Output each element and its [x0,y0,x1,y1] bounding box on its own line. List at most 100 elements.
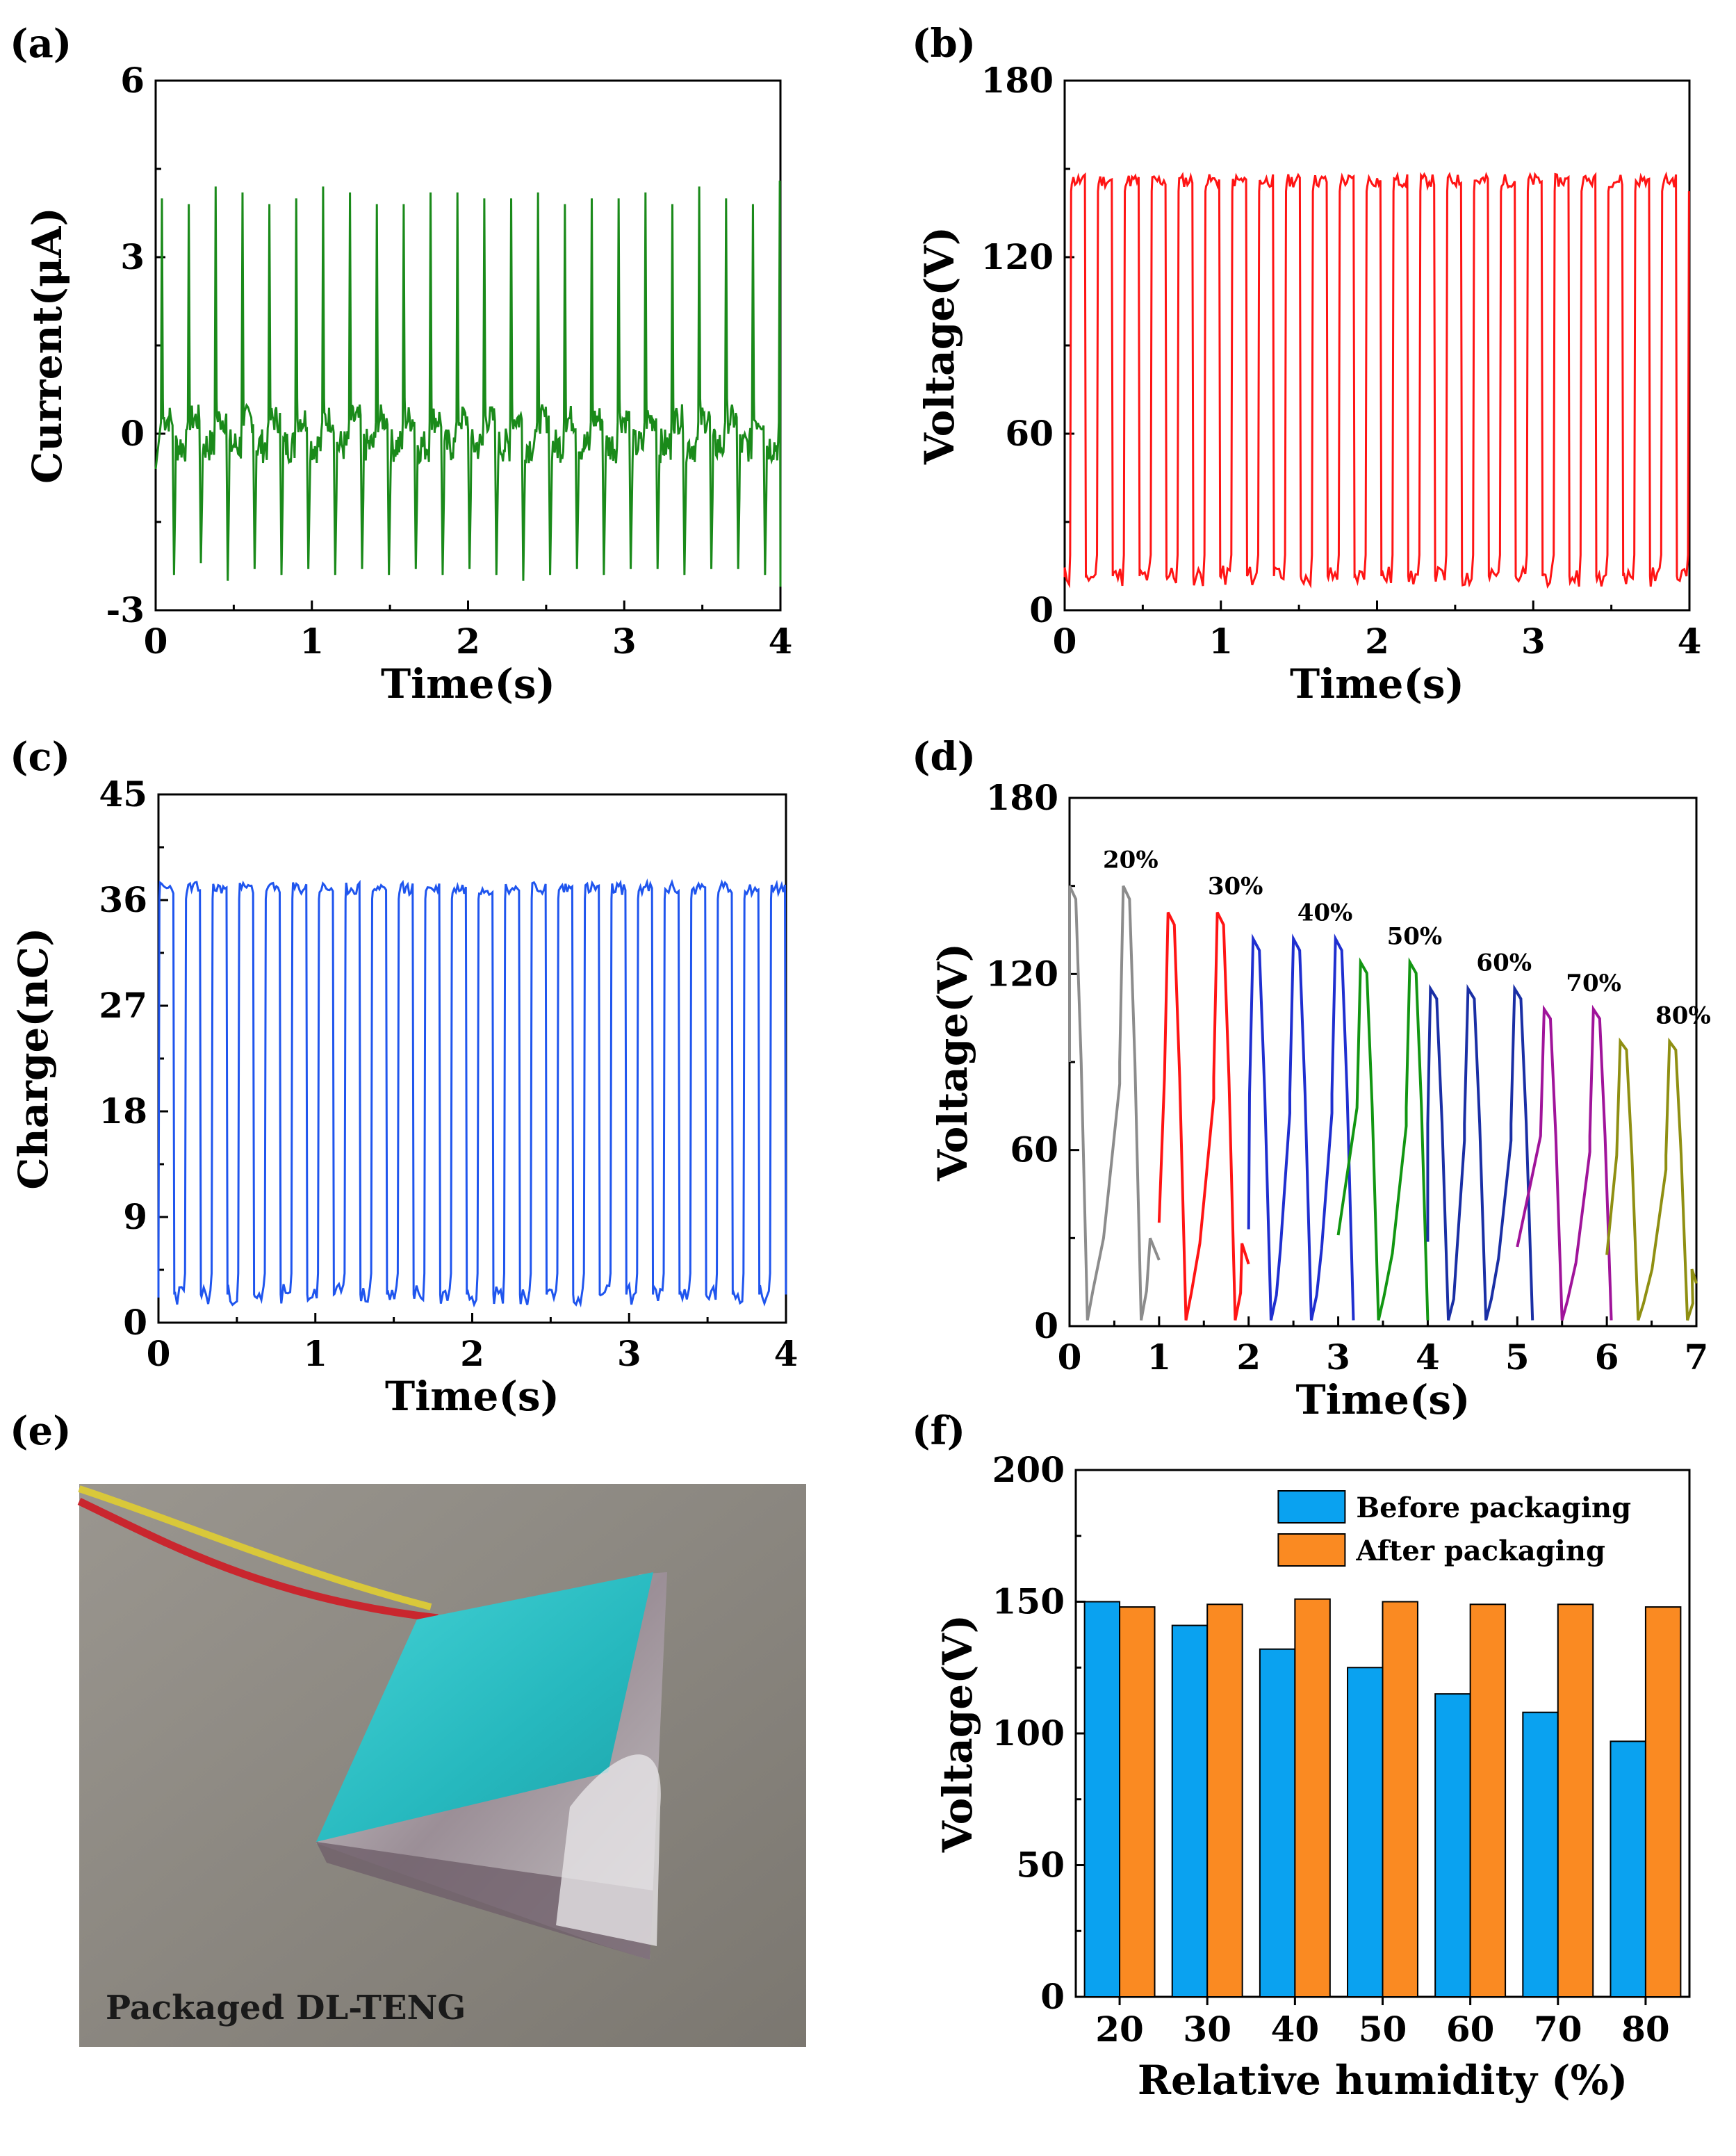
legend-label: After packaging [1355,1535,1605,1567]
device-bottom-icon [316,1842,653,1960]
x-tick-label: 2 [456,621,480,662]
x-tick-label: 3 [617,1333,641,1374]
bar-before-packaging [1083,1601,1121,1998]
y-tick-label: 180 [981,60,1054,101]
humidity-label: 80% [1655,1002,1711,1029]
x-tick-label: 4 [774,1333,799,1374]
bar-after-packaging [1206,1603,1243,1998]
humidity-label: 20% [1103,847,1158,874]
humidity-trace [1605,1037,1698,1321]
x-tick-label: 0 [1053,621,1077,662]
y-axis-label: Voltage(V) [934,1615,981,1853]
panel-label-d: (d) [912,734,976,780]
x-tick-label: 0 [1058,1337,1082,1378]
humidity-label: 40% [1297,899,1353,927]
y-axis-label: Voltage(V) [929,943,976,1182]
bar-after-packaging [1294,1598,1331,1998]
y-tick-label: 0 [123,1302,147,1343]
x-axis-label: Relative humidity (%) [1138,2057,1628,2104]
humidity-label: 30% [1208,873,1263,901]
y-tick-label: 0 [1029,589,1054,630]
x-tick-label: 50 [1359,2009,1407,2050]
x-tick-label: 1 [300,621,324,662]
bar-before-packaging [1434,1693,1471,1998]
bar-after-packaging [1119,1606,1156,1998]
x-tick-label: 7 [1685,1337,1709,1378]
bar-before-packaging [1610,1740,1646,1998]
y-tick-label: 0 [1034,1305,1058,1346]
bar-after-packaging [1644,1606,1682,1998]
bar-after-packaging [1469,1603,1507,1998]
x-axis-label: Time(s) [1295,1376,1470,1423]
x-tick-label: 5 [1505,1337,1530,1378]
plot-frame [154,79,782,612]
y-tick-label: 120 [986,953,1058,994]
y-tick-label: 27 [99,985,147,1026]
y-tick-label: 50 [1016,1845,1065,1886]
wire-red-icon [77,1498,439,1622]
x-axis-label: Time(s) [385,1373,559,1420]
humidity-trace [1426,983,1534,1321]
panel-label-c: (c) [10,734,70,780]
humidity-trace [1247,933,1355,1321]
x-tick-label: 4 [1416,1337,1440,1378]
x-tick-label: 60 [1446,2009,1495,2050]
y-axis-label: Current(μA) [24,207,71,484]
humidity-trace [1068,885,1161,1321]
humidity-label: 50% [1387,922,1443,950]
x-tick-label: 1 [1209,621,1233,662]
y-tick-label: 18 [99,1091,147,1132]
y-tick-label: 100 [992,1713,1065,1754]
device-top-icon [316,1572,653,1842]
current-trace [154,180,782,587]
x-tick-label: 70 [1534,2009,1582,2050]
x-tick-label: 4 [769,621,793,662]
legend-label: Before packaging [1356,1492,1631,1524]
bar-before-packaging [1522,1711,1559,1998]
x-tick-label: 1 [1147,1337,1171,1378]
x-tick-label: 80 [1621,2009,1670,2050]
humidity-label: 60% [1476,949,1532,977]
chart-b: 0 1 2 3 4 0 60 120 180 Time(s) Voltage(V) [916,60,1701,708]
x-tick-label: 3 [1521,621,1546,662]
x-tick-label: 0 [147,1333,171,1374]
x-tick-label: 3 [612,621,637,662]
bar-after-packaging [1382,1601,1418,1998]
humidity-trace [1336,957,1430,1321]
bar-before-packaging [1259,1648,1296,1998]
y-tick-label: 45 [99,774,147,815]
x-tick-label: 1 [303,1333,327,1374]
y-tick-label: 9 [123,1196,147,1237]
x-tick-label: 40 [1271,2009,1320,2050]
y-tick-label: 120 [981,236,1054,277]
y-tick-label: 0 [120,413,145,454]
x-axis-label: Time(s) [1290,660,1464,708]
y-tick-label: 200 [992,1449,1065,1490]
x-tick-label: 2 [460,1333,484,1374]
y-tick-label: -3 [106,589,145,630]
voltage-trace [1063,171,1690,589]
y-tick-label: 3 [120,236,145,277]
chart-d: 0 1 2 3 4 5 6 7 0 60 120 180 Time(s) Voltage(V) 20% 30%… [929,777,1711,1423]
legend-swatch [1277,1490,1346,1524]
panel-label-a: (a) [10,21,72,67]
device-photo: Packaged DL-TENG [77,1484,806,2047]
y-axis-label: Charge(nC) [10,927,57,1189]
x-tick-label: 6 [1595,1337,1619,1378]
x-tick-label: 20 [1095,2009,1144,2050]
humidity-trace [1157,911,1250,1321]
panel-label-f: (f) [912,1408,965,1454]
charge-trace [157,878,787,1308]
photo-caption: Packaged DL-TENG [106,1988,466,2027]
x-tick-label: 4 [1678,621,1702,662]
humidity-label: 70% [1566,970,1621,997]
y-tick-label: 60 [1005,413,1054,454]
wire-yellow-icon [78,1485,432,1610]
tape-icon [556,1754,661,1946]
humidity-trace [1516,1004,1613,1321]
x-tick-label: 3 [1326,1337,1350,1378]
x-tick-label: 0 [144,621,168,662]
bar-before-packaging [1171,1624,1209,1998]
